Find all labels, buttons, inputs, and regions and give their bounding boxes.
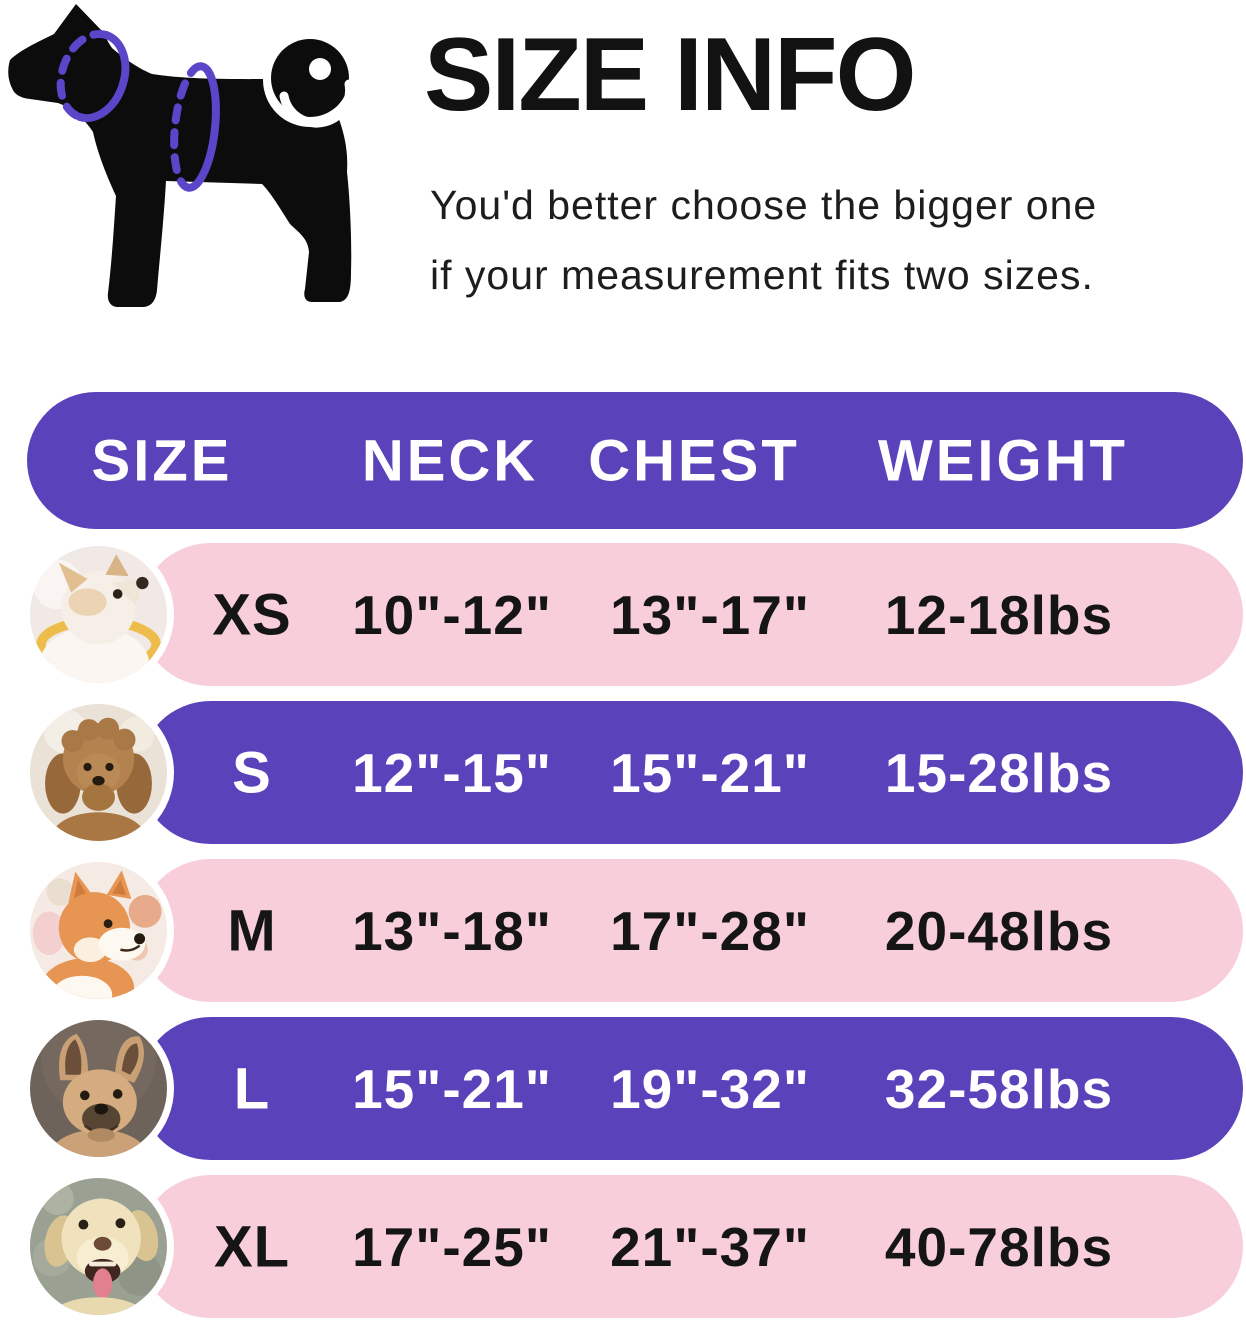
dog-photo-french-bulldog: [23, 1013, 174, 1164]
row-band: [139, 1175, 1243, 1318]
cell-weight: 32-58lbs: [884, 1057, 1114, 1120]
cell-size: XS: [212, 582, 292, 647]
cell-weight: 40-78lbs: [884, 1215, 1114, 1278]
cell-neck: 13"-18": [352, 899, 552, 962]
cell-neck: 10"-12": [352, 583, 552, 646]
table-row-xl: XL 17"-25" 21"-37" 40-78lbs: [23, 1171, 1243, 1322]
column-header-weight: WEIGHT: [878, 428, 1128, 493]
cell-weight: 15-28lbs: [884, 741, 1114, 804]
cell-chest: 21"-37": [610, 1215, 810, 1278]
chest-measure-circle-icon: [170, 62, 220, 192]
cell-chest: 13"-17": [610, 583, 810, 646]
page-title: SIZE INFO: [424, 17, 916, 133]
subtitle: You'd better choose the bigger one if yo…: [430, 170, 1097, 310]
cell-weight: 20-48lbs: [884, 899, 1114, 962]
table-row-s: S 12"-15" 15"-21" 15-28lbs: [23, 697, 1243, 848]
cell-chest: 19"-32": [610, 1057, 810, 1120]
cell-neck: 17"-25": [352, 1215, 552, 1278]
cell-size: S: [232, 740, 272, 805]
row-band: [139, 543, 1243, 686]
dog-measurement-diagram-icon: [8, 4, 357, 307]
cell-weight: 12-18lbs: [884, 583, 1114, 646]
cell-chest: 17"-28": [610, 899, 810, 962]
subtitle-line-2: if your measurement fits two sizes.: [430, 252, 1094, 298]
dog-photo-shiba-inu: [23, 855, 174, 1006]
column-header-size: SIZE: [91, 428, 233, 493]
dog-photo-pomeranian: [23, 539, 174, 690]
row-band: [139, 859, 1243, 1002]
table-header: SIZE NECK CHEST WEIGHT: [27, 392, 1243, 529]
neck-measure-circle-icon: [56, 30, 130, 122]
subtitle-line-1: You'd better choose the bigger one: [430, 182, 1098, 228]
cell-neck: 15"-21": [352, 1057, 552, 1120]
column-header-neck: NECK: [361, 428, 539, 493]
table-row-l: L 15"-21" 19"-32" 32-58lbs: [23, 1013, 1243, 1164]
row-band: [139, 1017, 1243, 1160]
cell-size: XL: [213, 1214, 291, 1279]
table-row-xs: XS 10"-12" 13"-17" 12-18lbs: [23, 539, 1243, 690]
cell-chest: 15"-21": [610, 741, 810, 804]
row-band: [139, 701, 1243, 844]
cell-size: L: [233, 1056, 271, 1121]
cell-size: M: [227, 898, 277, 963]
column-header-chest: CHEST: [588, 428, 800, 493]
dog-photo-labrador: [23, 1171, 174, 1322]
dog-photo-toy-poodle: [23, 697, 174, 848]
table-row-m: M 13"-18" 17"-28" 20-48lbs: [23, 855, 1243, 1006]
cell-neck: 12"-15": [352, 741, 552, 804]
